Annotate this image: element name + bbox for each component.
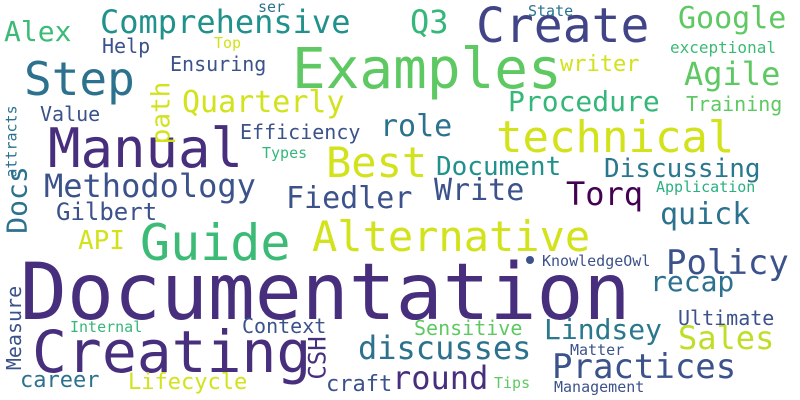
word-manual: Manual [48, 117, 244, 180]
dot-mark [526, 256, 534, 264]
word-create: Create [476, 0, 650, 54]
word-csh: CSH [303, 336, 332, 380]
word-api: API [78, 226, 125, 256]
word-torq: Torq [566, 175, 644, 213]
word-creating: Creating [32, 318, 312, 386]
word-types: Types [262, 144, 308, 162]
word-internal: Internal [70, 318, 143, 336]
word-lifecycle: Lifecycle [128, 370, 248, 395]
word-alternative: Alternative [312, 212, 591, 261]
word-methodology: Methodology [44, 167, 256, 205]
word-fiedler: Fiedler [286, 181, 413, 216]
word-efficiency: Efficiency [240, 120, 361, 144]
word-career: career [20, 368, 100, 393]
word-help: Help [102, 34, 151, 58]
word-ser: ser [258, 0, 286, 16]
word-round: round [392, 359, 489, 397]
word-step: Step [24, 52, 135, 106]
word-measure: Measure [2, 285, 27, 371]
word-training: Training [686, 92, 783, 116]
word-role: role [380, 109, 453, 144]
word-comprehensive: Comprehensive [100, 3, 351, 41]
word-practices: Practices [552, 347, 737, 387]
word-knowledgeowl: KnowledgeOwl [542, 252, 651, 270]
word-attracts: attracts [2, 105, 21, 178]
word-write: Write [434, 173, 525, 208]
word-policy: Policy [666, 243, 789, 283]
word-examples: Examples [292, 37, 562, 102]
word-best: Best [326, 138, 428, 187]
word-document: Document [436, 152, 562, 182]
word-matter: Matter [570, 341, 625, 359]
word-alex: Alex [4, 15, 72, 48]
word-exceptional: exceptional [670, 38, 776, 57]
word-sales: Sales [678, 319, 775, 357]
word-recap: recap [650, 265, 735, 298]
word-google: Google [678, 1, 787, 36]
word-context: Context [242, 314, 327, 338]
word-discussing: Discussing [604, 154, 761, 184]
word-quarterly: Quarterly [182, 85, 345, 120]
word-guide: Guide [140, 214, 291, 272]
word-agile: Agile [684, 55, 781, 93]
word-value: Value [40, 102, 101, 126]
word-procedure: Procedure [508, 85, 660, 118]
word-sensitive: Sensitive [414, 316, 523, 340]
word-ensuring: Ensuring [170, 52, 267, 76]
word-craft: craft [326, 372, 393, 397]
word-management: Management [554, 378, 645, 396]
word-writer: writer [560, 52, 640, 77]
word-quick: quick [660, 197, 751, 232]
word-state: State [528, 2, 574, 20]
word-ultimate: Ultimate [678, 306, 775, 330]
word-q3: Q3 [410, 3, 449, 41]
word-documentation: Documentation [20, 248, 631, 338]
word-lindsey: Lindsey [544, 313, 663, 346]
word-technical: technical [496, 112, 735, 163]
word-gilbert: Gilbert [56, 198, 158, 226]
word-path: path [146, 81, 177, 145]
word-top: Top [214, 34, 242, 52]
word-tips: Tips [494, 374, 531, 392]
word-application: Application [656, 178, 756, 196]
word-discusses: discusses [358, 329, 532, 367]
